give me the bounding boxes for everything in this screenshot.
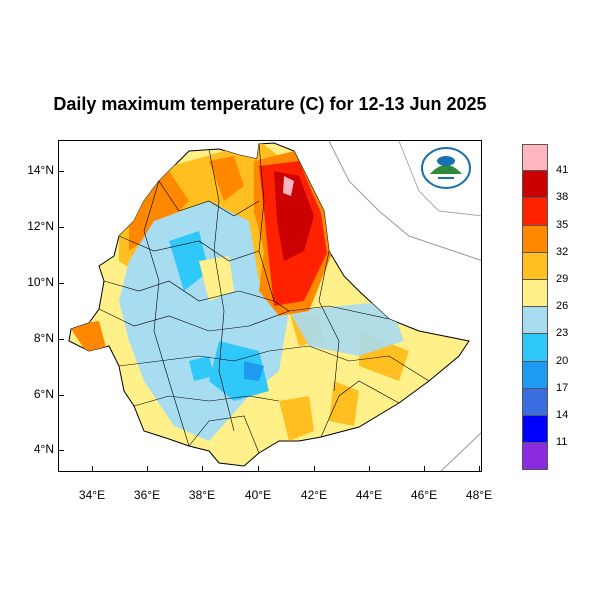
y-tick bbox=[58, 395, 64, 396]
coastline-arabia bbox=[398, 141, 481, 217]
x-tick bbox=[314, 466, 315, 472]
x-tick bbox=[424, 466, 425, 472]
y-label-4n: 4°N bbox=[33, 442, 54, 456]
colorbar-swatch bbox=[522, 279, 548, 308]
colorbar-swatch bbox=[522, 198, 548, 226]
x-label-36e: 36°E bbox=[133, 488, 161, 502]
map-frame bbox=[58, 140, 482, 472]
colorbar-swatch bbox=[522, 171, 548, 199]
somalia-coast bbox=[440, 432, 481, 471]
x-tick bbox=[369, 466, 370, 472]
colorbar-swatch bbox=[522, 388, 548, 416]
colorbar-swatch bbox=[522, 443, 548, 471]
x-label-46e: 46°E bbox=[410, 488, 438, 502]
colorbar-swatch bbox=[522, 361, 548, 389]
colorbar-swatch bbox=[522, 334, 548, 362]
colorbar-label: 38 bbox=[556, 191, 569, 204]
x-label-38e: 38°E bbox=[188, 488, 216, 502]
colorbar-label: 29 bbox=[556, 273, 569, 285]
colorbar-label: 35 bbox=[556, 218, 569, 231]
colorbar-label: 23 bbox=[556, 327, 569, 340]
x-label-48e: 48°E bbox=[465, 488, 493, 502]
colorbar-swatch bbox=[522, 144, 548, 172]
y-tick bbox=[58, 227, 64, 228]
y-label-6n: 6°N bbox=[33, 387, 54, 401]
coastline bbox=[328, 141, 481, 261]
y-tick bbox=[58, 450, 64, 451]
colorbar-label: 32 bbox=[556, 245, 569, 258]
y-tick bbox=[58, 339, 64, 340]
x-label-34e: 34°E bbox=[78, 488, 106, 502]
temperature-field bbox=[69, 143, 409, 441]
x-label-44e: 44°E bbox=[355, 488, 383, 502]
map-title: Daily maximum temperature (C) for 12-13 … bbox=[53, 94, 487, 114]
x-label-42e: 42°E bbox=[300, 488, 328, 502]
colorbar-swatch bbox=[522, 307, 548, 335]
x-tick bbox=[258, 466, 259, 472]
meteorology-agency-logo-icon bbox=[421, 147, 471, 189]
admin-boundaries bbox=[98, 143, 430, 454]
x-tick bbox=[479, 466, 480, 472]
colorbar-label: 14 bbox=[556, 409, 569, 421]
y-tick bbox=[58, 171, 64, 172]
y-label-14n: 14°N bbox=[27, 163, 54, 177]
temperature-colorbar bbox=[522, 144, 548, 471]
y-label-8n: 8°N bbox=[33, 331, 54, 345]
x-tick bbox=[202, 466, 203, 472]
x-label-40e: 40°E bbox=[244, 488, 272, 502]
colorbar-swatch bbox=[522, 252, 548, 280]
y-tick bbox=[58, 283, 64, 284]
colorbar-label: 11 bbox=[556, 436, 568, 449]
x-tick bbox=[147, 466, 148, 472]
x-tick bbox=[92, 466, 93, 472]
colorbar-swatch bbox=[522, 225, 548, 253]
ethiopia-temperature-map bbox=[68, 141, 481, 471]
y-label-10n: 10°N bbox=[27, 275, 54, 289]
y-label-12n: 12°N bbox=[27, 219, 54, 233]
colorbar-label: 26 bbox=[556, 300, 569, 313]
colorbar-swatch bbox=[522, 415, 548, 444]
colorbar-label: 41 bbox=[556, 164, 569, 177]
colorbar-label: 20 bbox=[556, 354, 569, 367]
colorbar-label: 17 bbox=[556, 381, 569, 394]
